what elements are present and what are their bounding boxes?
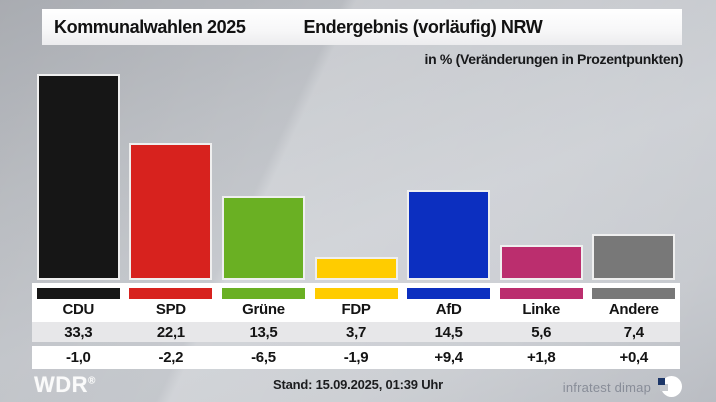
footer: WDR® Stand: 15.09.2025, 01:39 Uhr infrat… [0,369,716,402]
percent-value: 7,4 [623,323,644,341]
legend-cell-spd: SPD [125,283,218,322]
source-credit: infratest dimap [563,375,682,399]
registered-mark: ® [88,375,96,387]
party-name: CDU [62,301,95,318]
unit-note: in % (Veränderungen in Prozentpunkten) [424,51,683,67]
results-table: CDU SPD Grüne FDP AfD Linke Andere 33,3 22,1 13,… [32,283,680,369]
party-name: AfD [435,301,462,318]
party-name: SPD [155,301,186,318]
change-value: +9,4 [434,349,463,366]
legend-cell-cdu: CDU [32,283,125,322]
infratest-dimap-icon [658,375,682,399]
legend-cell-linke: Linke [495,283,588,322]
percent-value: 22,1 [156,323,185,341]
change-value: +0,4 [619,349,649,366]
change-value: -2,2 [158,349,184,366]
party-name: FDP [341,301,371,318]
party-name-row: CDU SPD Grüne FDP AfD Linke Andere [32,283,680,322]
percent-value: 33,3 [64,323,93,341]
bar-fdp [314,257,398,280]
legend-swatch [129,288,213,299]
percent-value: 14,5 [434,323,463,341]
timestamp: Stand: 15.09.2025, 01:39 Uhr [273,377,443,392]
change-value: +1,8 [526,349,556,366]
bar-spd [129,143,213,280]
wdr-logo-text: WDR [34,372,89,397]
legend-cell-grüne: Grüne [217,283,310,322]
legend-swatch [499,288,583,299]
legend-cell-afd: AfD [402,283,495,322]
legend-swatch [592,288,676,299]
percent-value: 3,7 [346,323,366,341]
page-title: Kommunalwahlen 2025 [54,16,246,37]
change-value: -1,0 [65,349,91,366]
legend-swatch [36,288,120,299]
source-label: infratest dimap [562,379,651,395]
change-value: -6,5 [251,349,276,366]
legend-cell-andere: Andere [587,283,680,322]
change-value: -1,9 [343,349,369,366]
legend-cell-fdp: FDP [310,283,403,322]
bar-grüne [221,196,305,280]
party-name: Andere [608,301,659,318]
bar-afd [407,190,491,280]
bar-andere [592,234,676,280]
change-row: -1,0 -2,2 -6,5 -1,9 +9,4 +1,8 +0,4 [32,346,680,369]
bar-linke [499,245,583,280]
wdr-logo: WDR® [34,372,96,398]
legend-swatch [221,288,305,299]
percent-row: 33,3 22,1 13,5 3,7 14,5 5,6 7,4 [32,322,680,342]
legend-swatch [314,288,398,299]
header-bar: Kommunalwahlen 2025 Endergebnis (vorläuf… [42,9,682,45]
party-name: Grüne [242,301,285,318]
bar-cdu [36,74,120,280]
percent-value: 13,5 [249,323,278,341]
page-subtitle: Endergebnis (vorläufig) NRW [303,16,543,37]
percent-value: 5,6 [531,323,552,341]
bar-chart [36,74,676,280]
party-name: Linke [522,301,561,318]
legend-swatch [407,288,491,299]
